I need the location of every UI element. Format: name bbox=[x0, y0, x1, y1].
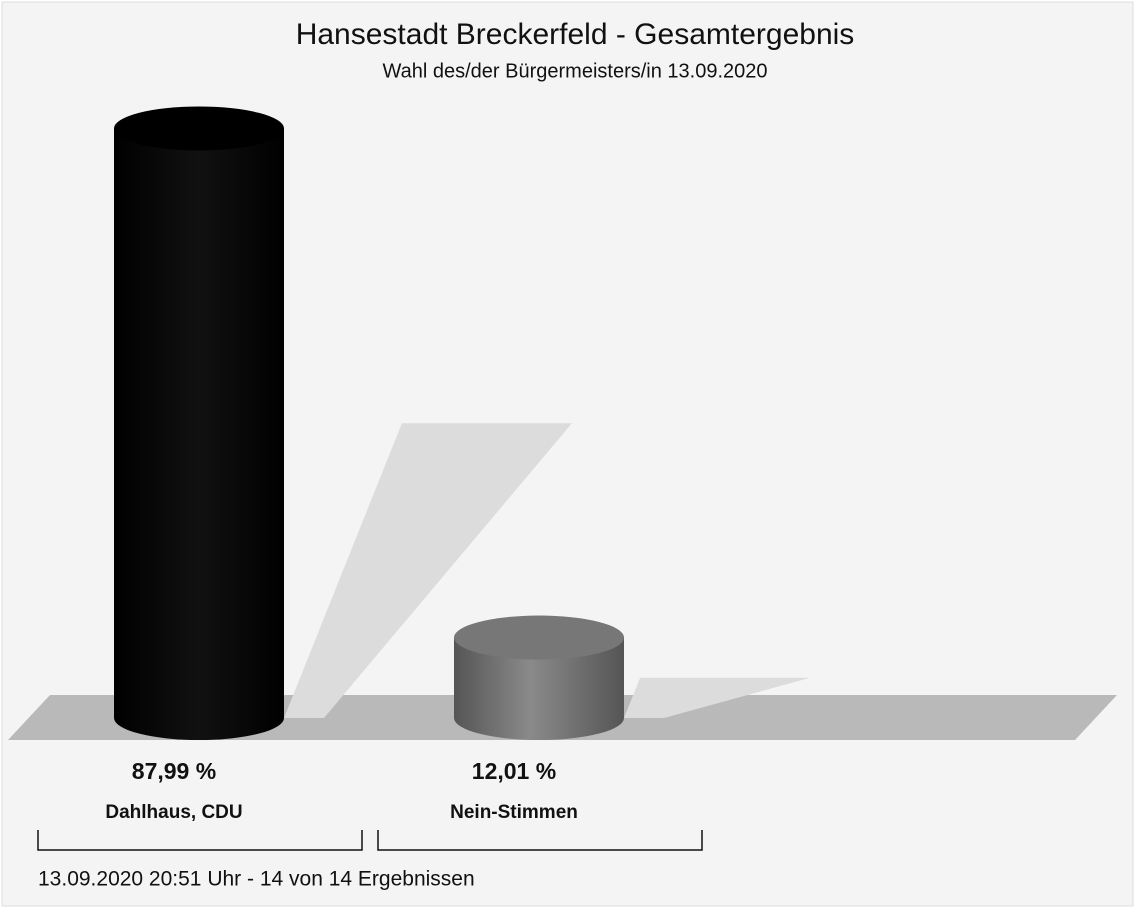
bar-shadow bbox=[284, 423, 572, 718]
footer: 13.09.2020 20:51 Uhr - 14 von 14 Ergebni… bbox=[38, 868, 475, 891]
category-bracket bbox=[37, 830, 363, 851]
chart-title: Hansestadt Breckerfeld - Gesamtergebnis bbox=[296, 18, 855, 51]
bar-top bbox=[454, 615, 624, 660]
x-tick-label: Dahlhaus, CDU bbox=[105, 802, 243, 823]
bar-top bbox=[114, 106, 284, 151]
chart-subtitle: Wahl des/der Bürgermeisters/in 13.09.202… bbox=[382, 60, 767, 82]
bars bbox=[114, 106, 811, 741]
category-bracket bbox=[377, 830, 703, 851]
bar bbox=[114, 128, 284, 741]
bar-shadow bbox=[624, 677, 811, 718]
bar bbox=[454, 637, 624, 740]
value-label: 12,01 % bbox=[472, 758, 556, 784]
value-label: 87,99 % bbox=[132, 758, 216, 784]
x-tick-label: Nein-Stimmen bbox=[450, 802, 578, 823]
